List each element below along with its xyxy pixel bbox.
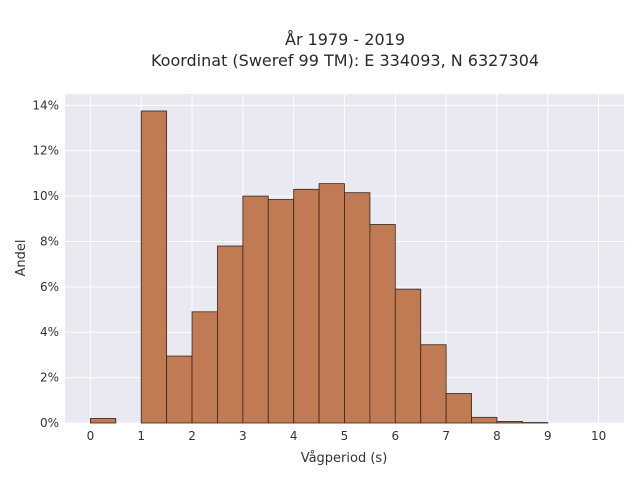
histogram-bar [394, 288, 422, 424]
histogram-bar [90, 418, 117, 424]
x-tick-label: 9 [544, 429, 552, 443]
x-tick-label: 5 [341, 429, 349, 443]
x-tick-label: 6 [391, 429, 399, 443]
y-axis-label: Andel [14, 240, 29, 277]
histogram-bar [293, 188, 320, 424]
histogram-bar [191, 311, 218, 424]
x-tick-label: 1 [137, 429, 145, 443]
histogram-bar [344, 192, 371, 424]
histogram-bar [166, 355, 193, 424]
x-tick-label: 0 [87, 429, 95, 443]
chart-title-line2: Koordinat (Sweref 99 TM): E 334093, N 63… [151, 51, 539, 70]
histogram-bar [471, 416, 498, 424]
histogram-bar [445, 393, 472, 424]
histogram-bar [369, 224, 396, 424]
x-tick-label: 3 [239, 429, 247, 443]
y-tick-label: 12% [32, 144, 59, 158]
histogram-bar [496, 421, 523, 424]
x-axis-label: Vågperiod (s) [301, 451, 388, 466]
x-tick-label: 8 [493, 429, 501, 443]
y-tick-label: 10% [32, 189, 59, 203]
chart-title-line1: År 1979 - 2019 [285, 30, 405, 49]
histogram-bar [242, 195, 269, 424]
y-tick-label: 14% [32, 98, 59, 112]
histogram-bar [140, 110, 168, 424]
x-tick-label: 7 [442, 429, 450, 443]
histogram-bar [420, 344, 447, 424]
y-tick-label: 6% [40, 280, 59, 294]
histogram-bar [217, 245, 244, 424]
y-tick-label: 0% [40, 416, 59, 430]
histogram-bar [318, 183, 345, 424]
y-tick-label: 2% [40, 371, 59, 385]
y-tick-label: 4% [40, 325, 59, 339]
bars [90, 110, 549, 424]
histogram-bar [267, 199, 295, 424]
y-tick-label: 8% [40, 234, 59, 248]
x-tick-label: 4 [290, 429, 298, 443]
x-axis-ticks: 0 1 2 3 4 5 6 7 8 9 10 [87, 429, 607, 443]
x-tick-label: 10 [591, 429, 606, 443]
x-tick-label: 2 [188, 429, 196, 443]
y-axis-ticks: 0% 2% 4% 6% 8% 10% 12% 14% [32, 98, 59, 430]
